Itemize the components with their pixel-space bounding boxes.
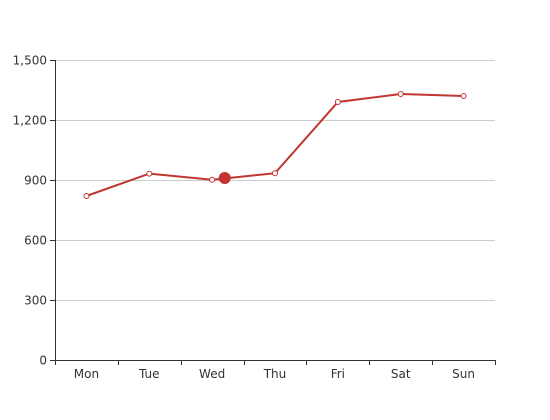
x-tick-label: Tue [138,367,160,381]
data-point [209,176,216,183]
grid-lines [55,60,495,301]
x-tick-label: Wed [199,367,225,381]
y-tick-label: 300 [24,294,47,308]
x-tick-label: Sun [452,367,475,381]
x-tick-label: Sat [391,367,411,381]
y-tick-label: 600 [24,234,47,248]
data-point [83,193,90,199]
y-axis-labels: 0 300 600 900 1,200 1,500 [13,54,47,368]
x-tick-label: Mon [74,367,99,381]
y-tick-label: 900 [24,174,47,188]
data-point [146,170,153,177]
data-point [460,93,467,99]
axes [50,60,496,365]
x-tick-label: Fri [331,367,345,381]
y-tick-label: 1,200 [13,114,47,128]
y-tick-label: 0 [39,354,47,368]
data-point [397,91,404,97]
x-axis-labels: Mon Tue Wed Thu Fri Sat Sun [74,367,475,381]
data-point [334,99,341,105]
highlighted-point [218,172,231,184]
data-points [83,91,467,199]
data-point [272,170,278,177]
x-tick-label: Thu [263,367,287,381]
y-tick-label: 1,500 [13,54,47,68]
